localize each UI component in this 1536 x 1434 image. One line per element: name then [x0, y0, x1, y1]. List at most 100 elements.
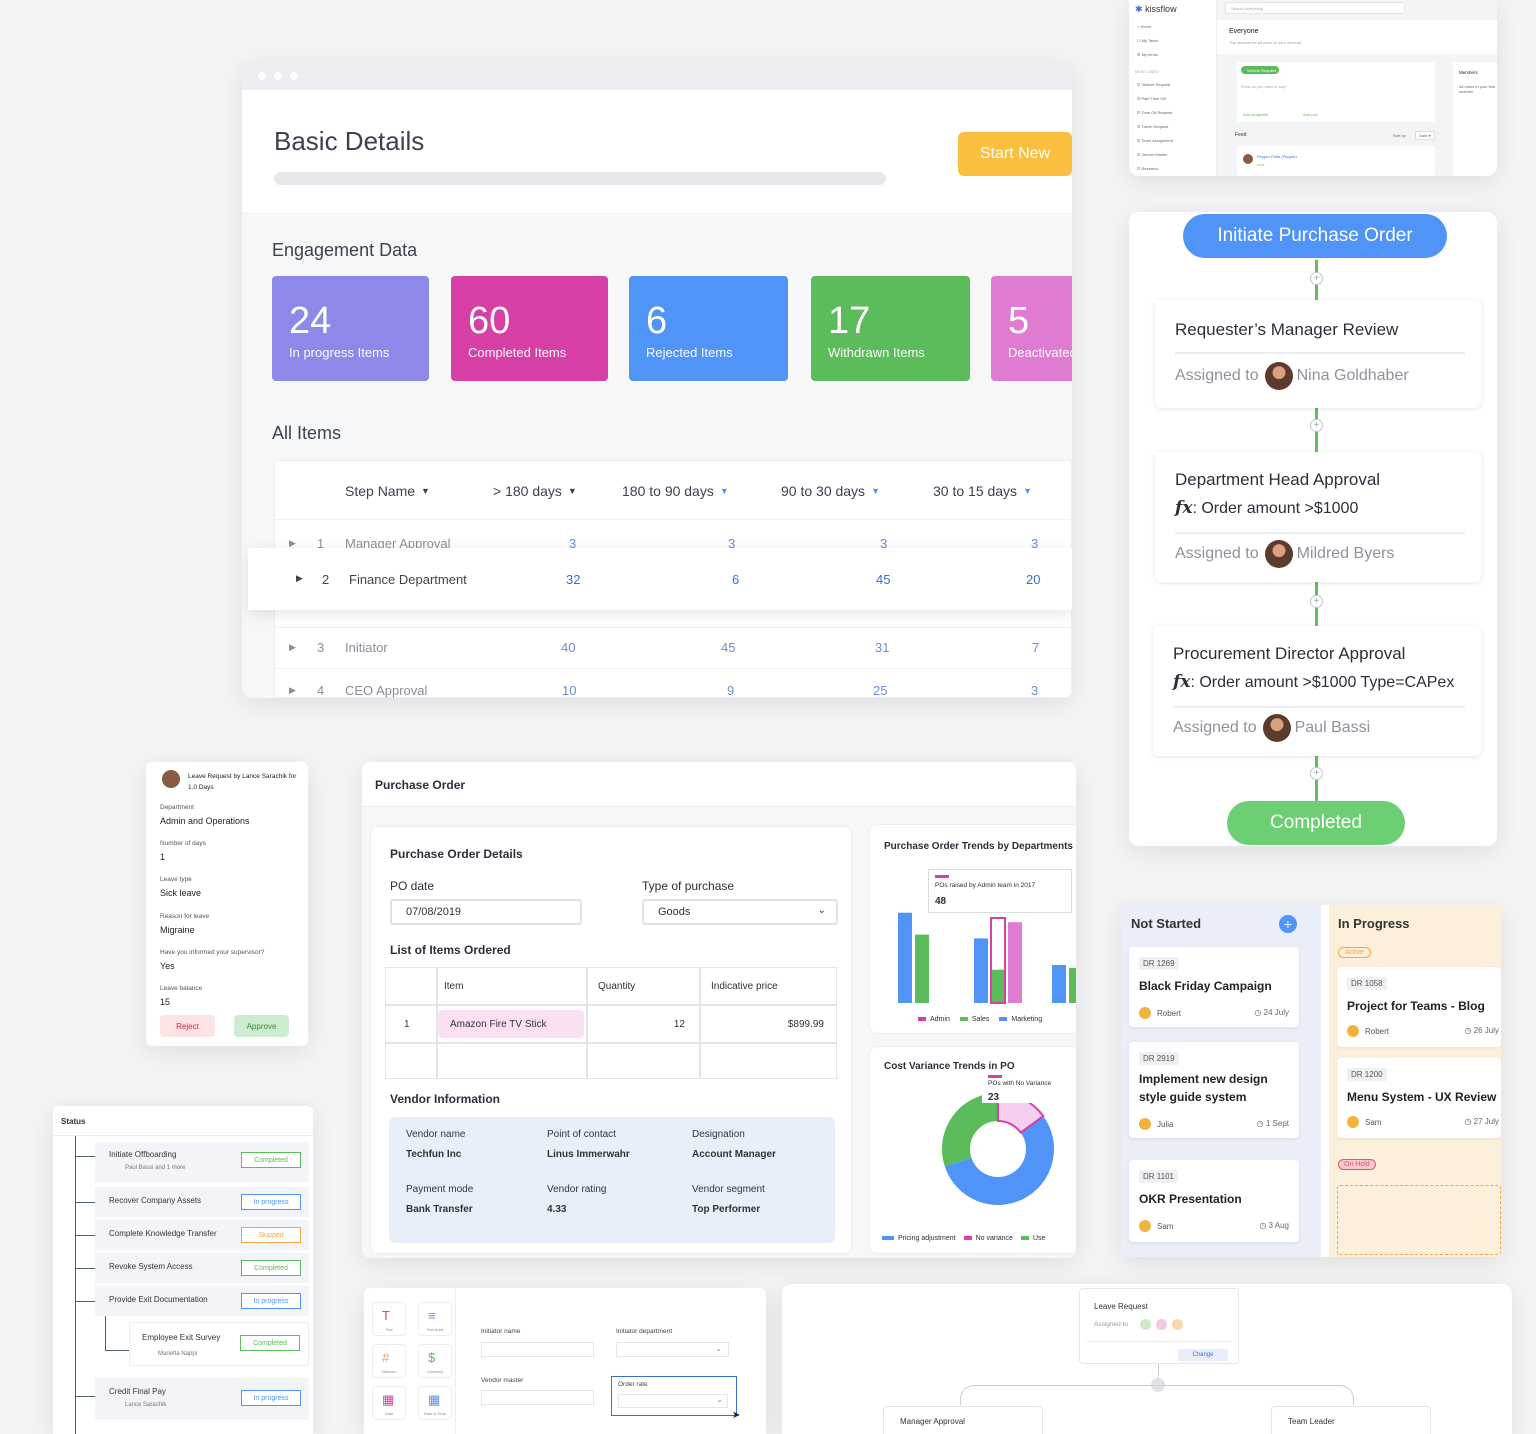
kanban-card[interactable]: DR 1101 OKR Presentation Sam ◷ 3 Aug — [1129, 1160, 1299, 1242]
grid-cell[interactable]: $899.99 — [700, 1005, 837, 1043]
vendor-master-input[interactable] — [481, 1390, 594, 1405]
expand-icon[interactable]: ▶ — [289, 642, 296, 652]
status-row[interactable]: Employee Exit Survey Marietta Nappi Comp… — [129, 1322, 309, 1366]
sidebar-item-items[interactable]: ☰ My Items — [1137, 52, 1158, 57]
po-date-field[interactable]: 07/08/2019 — [390, 899, 582, 925]
tool-date-time[interactable]: ▦ Date & Time — [418, 1386, 452, 1420]
sidebar-app[interactable]: ⊡ Time Off Request — [1137, 110, 1173, 115]
bar-marketing[interactable] — [1008, 922, 1022, 1003]
tool-text[interactable]: T Text — [372, 1302, 406, 1336]
table-row[interactable]: ▶ 1 Manager Approval 3 3 3 3 — [275, 519, 1072, 549]
add-card-icon[interactable]: + — [1279, 915, 1297, 933]
slice-pricing-adjustment[interactable] — [944, 1116, 1054, 1205]
order-rate-field-selected[interactable]: Order rate ⌄ — [611, 1376, 737, 1416]
status-row[interactable]: Complete Knowledge Transfer Skipped — [95, 1220, 309, 1250]
bar-admin[interactable] — [1052, 965, 1066, 1003]
grid-cell[interactable] — [587, 1043, 700, 1079]
brand-logo: ✱ kissflow — [1135, 4, 1177, 15]
reject-button[interactable]: Reject — [160, 1015, 215, 1037]
add-image-button[interactable]: Add image/file — [1243, 112, 1269, 117]
grid-cell[interactable]: Amazon Fire TV Stick — [437, 1005, 587, 1043]
workflow-step[interactable]: Department Head Approval fx: Order amoun… — [1155, 452, 1481, 582]
approve-button[interactable]: Approve — [234, 1015, 289, 1037]
column-header-30-15[interactable]: 30 to 15 days ▼ — [933, 483, 1032, 499]
column-header-step-name[interactable]: Step Name ▼ — [345, 483, 430, 499]
bar-sales[interactable] — [915, 934, 929, 1003]
card-id: DR 1200 — [1347, 1068, 1387, 1081]
stat-card-withdrawn[interactable]: 17 Withdrawn Items — [811, 276, 970, 381]
sidebar-app[interactable]: ⊡ Vehicle Request — [1137, 82, 1171, 87]
sidebar-item-home[interactable]: ⌂ Home — [1137, 24, 1152, 29]
add-step-icon[interactable]: + — [1310, 595, 1323, 608]
kanban-card[interactable]: DR 1200 Menu System - UX Review Sam ◷ 27… — [1337, 1058, 1501, 1138]
drop-zone[interactable] — [1337, 1185, 1501, 1255]
stat-card-in-progress[interactable]: 24 In progress Items — [272, 276, 429, 381]
tool-date[interactable]: ▦ Date — [372, 1386, 406, 1420]
compose-tag[interactable]: Vehicle Request — [1241, 66, 1279, 74]
order-rate-select[interactable]: ⌄ — [618, 1394, 728, 1408]
grid-cell[interactable] — [700, 1043, 837, 1079]
expand-icon[interactable]: ▶ — [296, 573, 303, 583]
table-row-highlighted[interactable]: ▶ 2 Finance Department 32 6 45 20 — [248, 548, 1072, 610]
expand-icon[interactable]: ▶ — [289, 538, 296, 548]
tool-number[interactable]: # Number — [372, 1344, 406, 1378]
add-step-icon[interactable]: + — [1310, 767, 1323, 780]
bar-sales[interactable] — [1069, 967, 1076, 1003]
completed-node[interactable]: Completed — [1227, 801, 1405, 845]
sort-select[interactable]: Date ▾ — [1415, 131, 1435, 140]
column-header-90-30[interactable]: 90 to 30 days ▼ — [781, 483, 880, 499]
bar-admin[interactable] — [974, 938, 988, 1003]
compose-box[interactable]: Vehicle Request What do you want to say?… — [1237, 62, 1435, 122]
search-input[interactable]: Search everything — [1225, 2, 1405, 14]
kanban-card[interactable]: DR 1058 Project for Teams - Blog Robert … — [1337, 967, 1501, 1047]
stat-card-deactivated[interactable]: 5 Deactivated Items — [991, 276, 1072, 381]
expand-icon[interactable]: ▶ — [289, 685, 296, 695]
add-poll-button[interactable]: Add poll — [1303, 112, 1318, 117]
members-description: All users in your this channel — [1459, 84, 1495, 94]
sidebar-app[interactable]: ⊡ Research — [1137, 166, 1159, 171]
initiator-name-input[interactable] — [481, 1342, 594, 1357]
sidebar-app[interactable]: ⊡ Travel Request — [1137, 124, 1169, 129]
bar-admin[interactable] — [898, 912, 912, 1003]
workflow-step[interactable]: Requester’s Manager Review Assigned to Ni… — [1155, 300, 1481, 408]
stat-card-rejected[interactable]: 6 Rejected Items — [629, 276, 788, 381]
flow-node-manager-approval[interactable]: Manager Approval — [883, 1406, 1043, 1434]
column-header-180-90[interactable]: 180 to 90 days ▼ — [622, 483, 729, 499]
table-row[interactable]: ▶ 4 CEO Approval 10 9 25 3 — [275, 668, 1072, 698]
status-row[interactable]: Recover Company Assets In progress — [95, 1187, 309, 1217]
add-step-icon[interactable]: + — [1310, 419, 1323, 432]
feed-post[interactable]: Pepper Potts (Pepper) now — [1237, 146, 1435, 176]
kanban-card[interactable]: DR 1269 Black Friday Campaign Robert ◷ 2… — [1129, 947, 1299, 1027]
stat-card-completed[interactable]: 60 Completed Items — [451, 276, 608, 381]
text-icon: T — [382, 1308, 390, 1323]
slice-use[interactable] — [942, 1093, 998, 1167]
status-row[interactable]: Credit Final Pay Lance Sarachik In progr… — [95, 1378, 309, 1420]
initiate-purchase-order-button[interactable]: Initiate Purchase Order — [1183, 214, 1447, 258]
grid-cell[interactable]: 12 — [587, 1005, 700, 1043]
workflow-step[interactable]: Procurement Director Approval fx: Order … — [1153, 626, 1481, 756]
type-select[interactable]: Goods ⌄ — [642, 899, 838, 925]
sidebar-app[interactable]: ⊡ Paid Time Off — [1137, 96, 1166, 101]
sidebar-app[interactable]: ⊡ Vendor Master — [1137, 152, 1168, 157]
column-header-180[interactable]: > 180 days ▼ — [493, 483, 577, 499]
tool-text-area[interactable]: ≡ Text Area — [418, 1302, 452, 1336]
status-row[interactable]: Provide Exit Documentation In progress — [95, 1286, 309, 1316]
bar-sales[interactable] — [991, 969, 1005, 1003]
add-step-icon[interactable]: + — [1310, 272, 1323, 285]
change-button[interactable]: Change — [1178, 1349, 1228, 1361]
kanban-card[interactable]: DR 2919 Implement new design style guide… — [1129, 1042, 1299, 1138]
initiator-department-select[interactable]: ⌄ — [616, 1342, 729, 1357]
flow-node-team-leader[interactable]: Team Leader — [1271, 1406, 1431, 1434]
tool-currency[interactable]: $ Currency — [418, 1344, 452, 1378]
tree-line — [75, 1268, 95, 1269]
table-row[interactable]: ▶ 3 Initiator 40 45 31 7 — [275, 627, 1072, 667]
start-new-button[interactable]: Start New — [958, 132, 1072, 176]
sidebar-item-tasks[interactable]: ☐ My Tasks — [1137, 38, 1159, 43]
status-row[interactable]: Revoke System Access Completed — [95, 1253, 309, 1283]
header-area: Basic Details Start New — [242, 90, 1072, 212]
field-value: Yes — [160, 961, 175, 971]
grid-cell[interactable] — [437, 1043, 587, 1079]
sidebar-app[interactable]: ⊡ Team Assignment — [1137, 138, 1173, 143]
flow-node-leave-request[interactable]: Leave Request Assigned to Change — [1079, 1288, 1239, 1364]
status-row[interactable]: Initiate Offboarding Paul Bassi and 1 mo… — [95, 1142, 309, 1182]
